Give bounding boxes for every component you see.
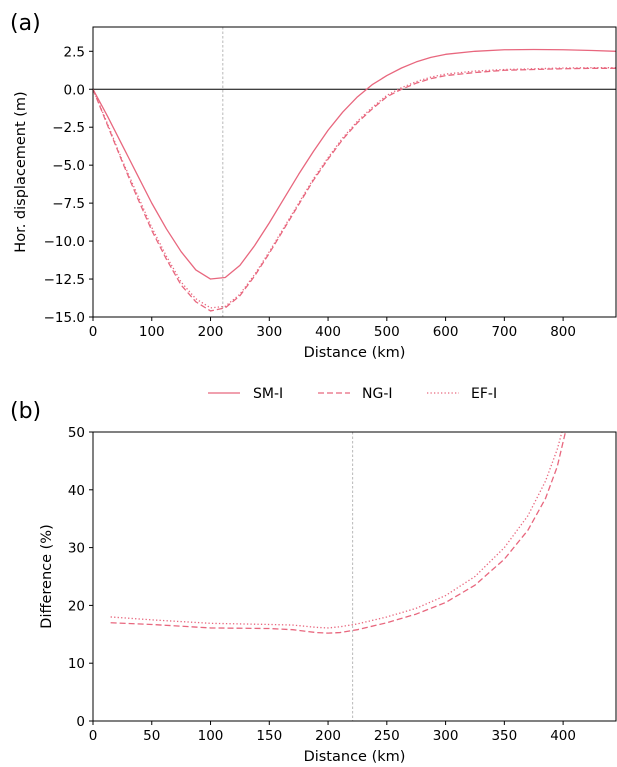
y-tick-label-a: −5.0 xyxy=(52,158,85,174)
x-tick-label-a: 0 xyxy=(89,324,98,340)
y-tick-label-b: 10 xyxy=(68,656,85,672)
x-tick-label-a: 600 xyxy=(433,324,459,340)
x-tick-label-b: 400 xyxy=(550,728,576,744)
legend: SM-I NG-I EF-I xyxy=(208,386,497,402)
legend-label-ef-i: EF-I xyxy=(471,386,497,402)
x-tick-label-a: 800 xyxy=(550,324,576,340)
y-tick-label-b: 20 xyxy=(68,598,85,614)
x-tick-label-a: 200 xyxy=(198,324,224,340)
y-tick-label-a: −12.5 xyxy=(44,272,85,288)
x-tick-label-b: 150 xyxy=(256,728,282,744)
x-axis-label-a: Distance (km) xyxy=(304,345,406,361)
series-ng-i-b xyxy=(110,432,567,634)
x-tick-label-a: 700 xyxy=(491,324,517,340)
x-tick-label-b: 0 xyxy=(89,728,98,744)
series-ef-i-b xyxy=(110,432,563,629)
x-tick-label-b: 50 xyxy=(143,728,160,744)
series-ng-i-a xyxy=(93,67,616,312)
y-axis-label-b: Difference (%) xyxy=(39,524,55,628)
x-axis-label-b: Distance (km) xyxy=(304,749,406,765)
series-sm-i-a xyxy=(93,48,616,280)
x-tick-label-b: 300 xyxy=(433,728,459,744)
y-axis-label-a: Hor. displacement (m) xyxy=(13,91,29,252)
x-tick-label-a: 100 xyxy=(139,324,165,340)
legend-label-ng-i: NG-I xyxy=(362,386,393,402)
x-tick-label-a: 500 xyxy=(374,324,400,340)
x-tick-label-a: 300 xyxy=(256,324,282,340)
panel-label-b: (b) xyxy=(10,399,41,424)
y-tick-label-a: −2.5 xyxy=(52,120,85,136)
x-tick-label-a: 400 xyxy=(315,324,341,340)
panel-label-a: (a) xyxy=(10,11,41,36)
x-tick-label-b: 350 xyxy=(491,728,517,744)
y-tick-label-b: 30 xyxy=(68,541,85,557)
y-tick-label-a: 0.0 xyxy=(64,82,85,98)
legend-label-sm-i: SM-I xyxy=(253,386,283,402)
y-tick-label-b: 50 xyxy=(68,425,85,441)
chart-a-displacement: 0 100 200 300 400 500 600 700 800 2.5 0.0 −2.5 −5.0 −… xyxy=(13,26,617,361)
y-tick-label-a: −15.0 xyxy=(44,310,85,326)
x-tick-label-b: 100 xyxy=(198,728,224,744)
plot-frame-a xyxy=(92,26,617,318)
x-tick-label-b: 250 xyxy=(374,728,400,744)
y-tick-label-b: 0 xyxy=(76,714,85,730)
y-tick-label-a: −7.5 xyxy=(52,196,85,212)
chart-b-difference: 0 50 100 150 200 250 300 350 400 0 10 20 30 40 50 Dista… xyxy=(39,425,617,765)
series-ef-i-a xyxy=(93,67,616,309)
y-tick-label-a: 2.5 xyxy=(64,44,85,60)
x-tick-label-b: 200 xyxy=(315,728,341,744)
y-tick-label-a: −10.0 xyxy=(44,234,85,250)
plot-frame-b xyxy=(92,431,617,722)
y-tick-label-b: 40 xyxy=(68,483,85,499)
